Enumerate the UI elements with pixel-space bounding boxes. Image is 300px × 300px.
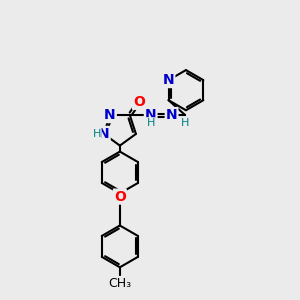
Text: H: H <box>92 129 101 139</box>
Text: O: O <box>114 190 126 204</box>
Text: CH₃: CH₃ <box>108 277 131 290</box>
Text: N: N <box>166 108 177 122</box>
Text: N: N <box>98 127 110 141</box>
Text: N: N <box>104 108 116 122</box>
Text: H: H <box>181 118 189 128</box>
Text: N: N <box>163 73 174 87</box>
Text: H: H <box>146 118 155 128</box>
Text: N: N <box>145 108 157 122</box>
Text: O: O <box>133 95 145 109</box>
